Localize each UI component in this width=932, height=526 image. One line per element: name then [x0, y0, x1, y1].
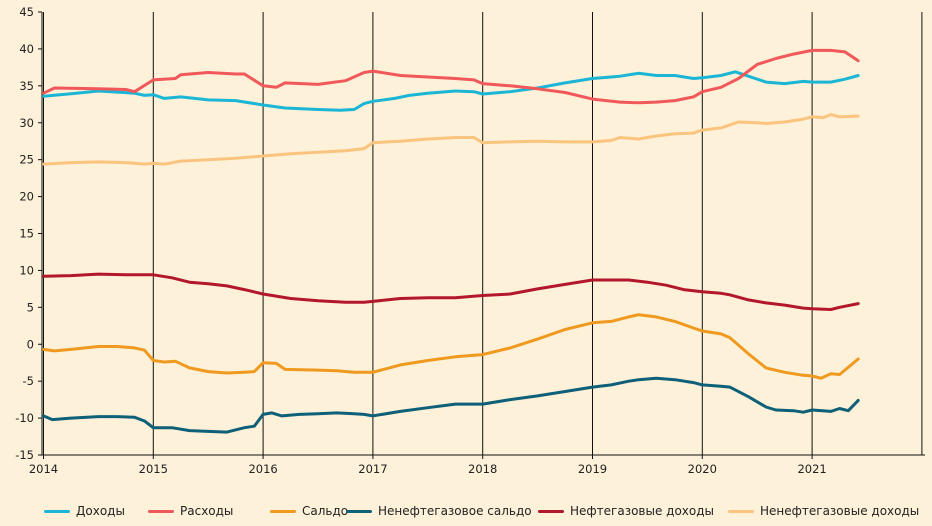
x-tick-label: 2019 [578, 462, 607, 476]
y-tick-label: 25 [19, 153, 34, 167]
legend-item: Расходы [148, 504, 233, 518]
x-tick-label: 2017 [358, 462, 387, 476]
legend-label: Ненефтегазовое сальдо [378, 504, 532, 518]
y-tick-label: 20 [19, 190, 34, 204]
legend-item: Ненефтегазовые доходы [728, 504, 919, 518]
y-tick-label: -5 [23, 374, 34, 388]
legend-label: Нефтегазовые доходы [570, 504, 715, 518]
series-line-2 [42, 48, 860, 105]
legend-item: Нефтегазовые доходы [538, 504, 714, 518]
x-tick-label: 2020 [688, 462, 717, 476]
legend-item: Доходы [44, 504, 125, 518]
y-tick-label: 35 [19, 79, 34, 93]
y-tick-label: 0 [27, 337, 34, 351]
x-tick-label: 2016 [248, 462, 277, 476]
series-line-3 [42, 313, 860, 380]
legend-swatch [270, 509, 296, 513]
y-tick-label: 40 [19, 42, 34, 56]
y-tick-label: 30 [19, 116, 34, 130]
y-tick-label: 10 [19, 263, 34, 277]
x-tick-label: 2015 [139, 462, 168, 476]
legend-label: Сальдо [302, 504, 349, 518]
y-tick-label: 15 [19, 227, 34, 241]
x-tick-label: 2014 [29, 462, 58, 476]
legend-swatch [538, 509, 564, 513]
series-line-6 [42, 113, 860, 166]
y-tick-label: -10 [15, 411, 34, 425]
legend-item: Сальдо [270, 504, 348, 518]
axes [38, 11, 925, 459]
legend-swatch [728, 509, 754, 513]
x-axis-tick-labels: 2014 2015 2016 2017 2018 2019 2020 2021 [29, 462, 827, 476]
legend-swatch [148, 509, 174, 513]
legend-swatch [346, 509, 372, 513]
legend-label: Доходы [76, 504, 125, 518]
legend-label: Ненефтегазовые доходы [760, 504, 920, 518]
legend-swatch [44, 509, 70, 513]
y-tick-label: 45 [19, 5, 34, 19]
x-tick-label: 2018 [468, 462, 497, 476]
series-line-4 [42, 376, 860, 434]
x-tick-label: 2021 [797, 462, 826, 476]
y-axis-tick-labels: 45 40 35 30 25 20 15 10 5 0 -5 -10 -15 [15, 5, 34, 462]
y-tick-label: 5 [27, 300, 34, 314]
series-lines [42, 48, 860, 434]
chart-legend: Доходы Расходы Сальдо Ненефтегазовое сальдо… [0, 498, 932, 526]
legend-label: Расходы [180, 504, 234, 518]
series-line-1 [42, 70, 860, 112]
series-line-5 [42, 272, 860, 311]
legend-item: Ненефтегазовое сальдо [346, 504, 532, 518]
y-tick-label: -15 [15, 448, 34, 462]
